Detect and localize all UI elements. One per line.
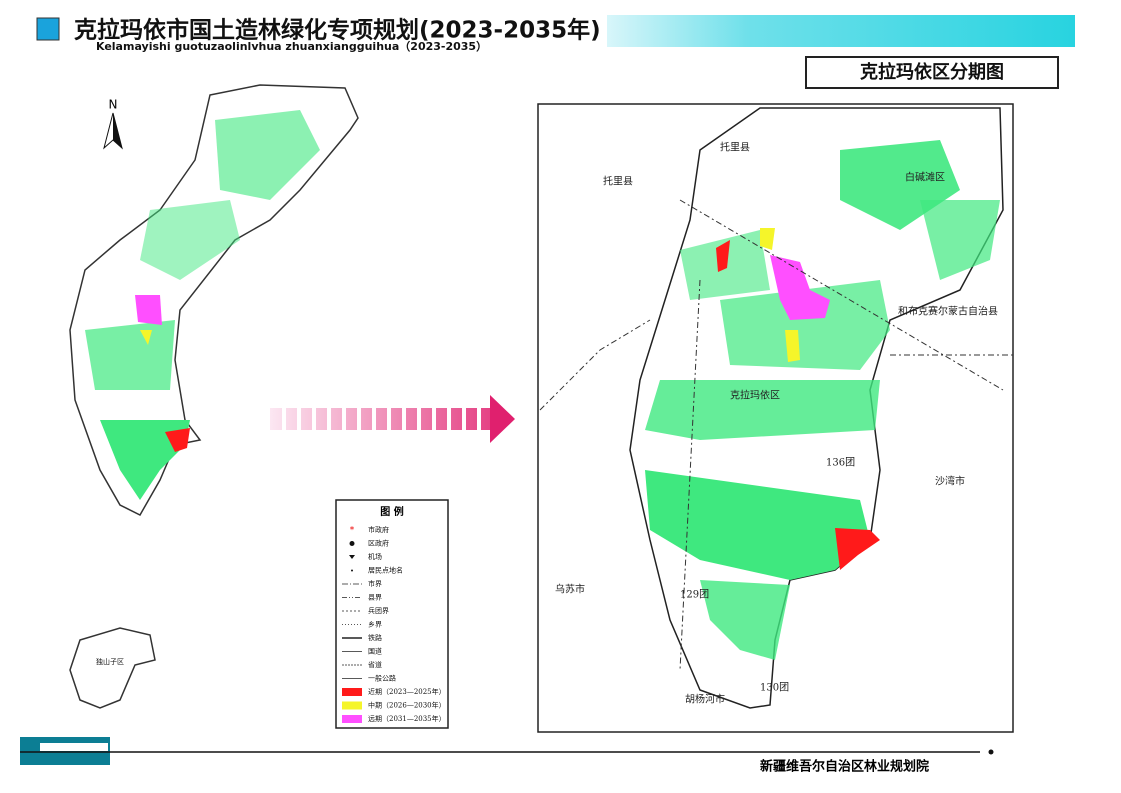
legend-label: 一般公路 xyxy=(368,674,396,683)
legend-symbol: * xyxy=(350,526,355,536)
panel-title: 克拉玛依区分期图 xyxy=(860,61,1004,83)
legend-label: 近期（2023—2025年） xyxy=(368,687,446,696)
legend-label: 市界 xyxy=(368,579,382,588)
map-label: 托里县 xyxy=(720,141,750,154)
map-label: 克拉玛依区 xyxy=(730,389,780,402)
map-label: 沙湾市 xyxy=(935,475,965,488)
boundaries xyxy=(539,199,1013,671)
legend-symbol xyxy=(349,541,355,546)
legend-label: 县界 xyxy=(368,594,382,602)
footer-dot xyxy=(988,749,994,755)
far-term-zone xyxy=(770,255,830,320)
legend-swatch xyxy=(342,701,362,710)
map-label: 和布克赛尔蒙古自治县 xyxy=(898,305,998,318)
legend-label: 乡界 xyxy=(368,621,382,629)
title: 克拉玛依市国土造林绿化专项规划(2023-2035年) xyxy=(74,17,601,44)
legend-items: * 市政府区政府机场居民点地名市界县界兵团界乡界铁路国道省道一般公路近期（2023… xyxy=(342,525,446,723)
map-label: 129团 xyxy=(680,589,709,601)
legend-label: 国道 xyxy=(368,647,382,656)
legend-label: 中期（2026—2030年） xyxy=(368,701,446,710)
subtitle: Kelamayishi guotuzaolinlvhua zhuanxiangg… xyxy=(96,40,487,53)
mid-term-zone xyxy=(760,228,775,250)
map-label: 胡杨河市 xyxy=(685,693,725,706)
map-label: 白碱滩区 xyxy=(905,171,945,184)
legend-symbol xyxy=(349,555,355,559)
legend-label: 省道 xyxy=(368,660,382,669)
overview-mid-term xyxy=(140,330,152,345)
legend-label: 远期（2031—2035年） xyxy=(368,714,446,723)
legend-symbol xyxy=(351,569,353,572)
overview-forest xyxy=(85,110,320,500)
legend-label: 兵团界 xyxy=(368,606,389,615)
legend-label: 铁路 xyxy=(368,633,382,642)
map-label: 托里县 xyxy=(603,175,633,188)
near-term-zone xyxy=(716,240,730,272)
overview-label: 独山子区 xyxy=(96,657,124,666)
legend-label: 市政府 xyxy=(368,525,389,534)
detail-forest xyxy=(645,140,1000,660)
north-label: N xyxy=(109,98,118,112)
map-label: 136团 xyxy=(826,457,855,469)
overview-far-term xyxy=(135,295,162,325)
north-arrow-fill xyxy=(113,113,122,148)
legend-label: 区政府 xyxy=(368,539,389,548)
mid-term-zone xyxy=(785,330,800,362)
legend-swatch xyxy=(342,688,362,696)
overview-exclave xyxy=(69,627,156,709)
footer-block-detail xyxy=(40,743,108,751)
map-label: 乌苏市 xyxy=(555,583,585,596)
header-icon xyxy=(36,17,60,41)
legend-title: 图 例 xyxy=(380,505,403,518)
map-label: 130团 xyxy=(760,682,789,694)
panel-title-box xyxy=(805,56,1059,89)
overview-near-term xyxy=(165,428,190,452)
legend-swatch xyxy=(342,715,362,723)
legend-label: 居民点地名 xyxy=(368,566,403,575)
footer-text: 新疆维吾尔自治区林业规划院 xyxy=(760,759,929,775)
legend-label: 机场 xyxy=(368,552,382,561)
arrow-gaps xyxy=(282,408,481,430)
near-term-zone xyxy=(835,528,880,570)
header-bar xyxy=(607,15,1075,47)
transition-arrow xyxy=(270,395,515,443)
